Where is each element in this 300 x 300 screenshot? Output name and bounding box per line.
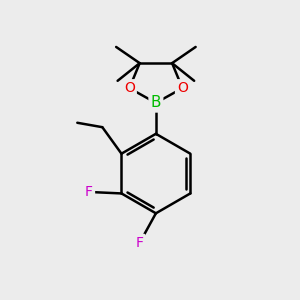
Text: O: O	[177, 81, 188, 95]
Text: B: B	[151, 95, 161, 110]
Text: F: F	[136, 236, 144, 250]
Text: O: O	[124, 81, 135, 95]
Text: F: F	[85, 185, 93, 199]
